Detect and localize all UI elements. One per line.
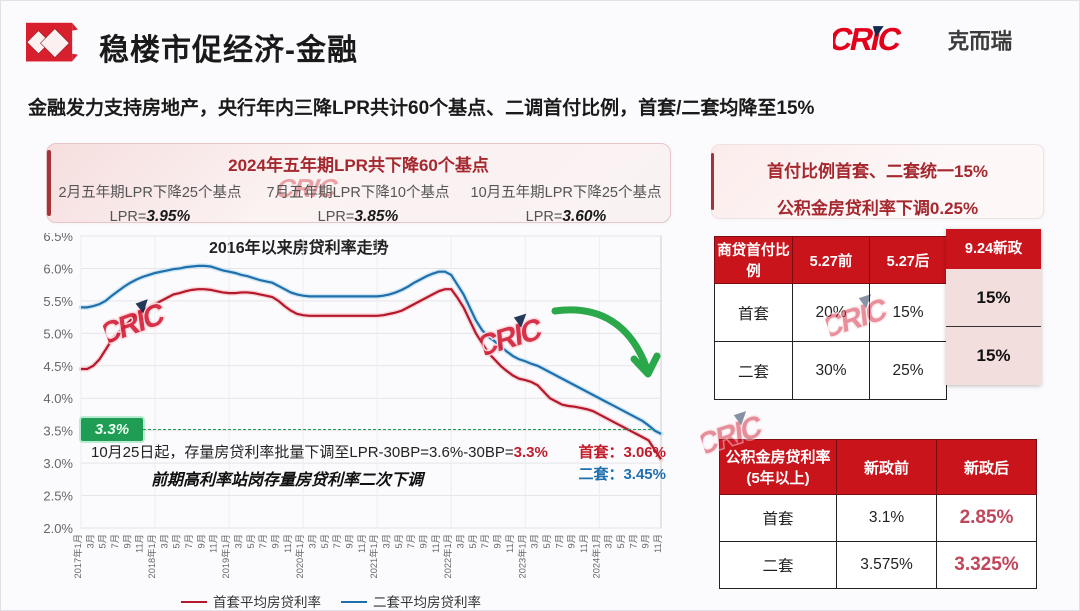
svg-text:3月: 3月 — [604, 534, 614, 548]
svg-text:3.5%: 3.5% — [43, 424, 73, 439]
svg-text:7月: 7月 — [184, 534, 194, 548]
svg-text:9月: 9月 — [270, 534, 280, 548]
svg-text:7月: 7月 — [554, 534, 564, 548]
svg-text:11月: 11月 — [283, 534, 293, 553]
svg-text:3月: 3月 — [85, 534, 95, 548]
svg-text:5月: 5月 — [98, 534, 108, 548]
svg-text:7月: 7月 — [258, 534, 268, 548]
svg-text:2.5%: 2.5% — [43, 489, 73, 504]
svg-text:CRIC: CRIC — [833, 21, 905, 57]
svg-text:5月: 5月 — [616, 534, 626, 548]
svg-text:2017年1月: 2017年1月 — [72, 534, 83, 578]
svg-text:3月: 3月 — [233, 534, 243, 548]
svg-text:克而瑞: 克而瑞 — [948, 29, 1013, 54]
svg-text:7月: 7月 — [110, 534, 120, 548]
svg-text:9月: 9月 — [567, 534, 577, 548]
svg-text:11月: 11月 — [579, 534, 589, 553]
svg-text:11月: 11月 — [135, 534, 145, 553]
svg-text:11月: 11月 — [357, 534, 367, 553]
svg-text:5月: 5月 — [172, 534, 182, 548]
svg-text:11月: 11月 — [505, 534, 515, 553]
svg-text:9月: 9月 — [419, 534, 429, 548]
svg-text:5.0%: 5.0% — [43, 326, 73, 341]
svg-text:9月: 9月 — [493, 534, 503, 548]
svg-text:7月: 7月 — [480, 534, 490, 548]
svg-text:7月: 7月 — [332, 534, 342, 548]
svg-text:9月: 9月 — [641, 534, 651, 548]
svg-text:5月: 5月 — [542, 534, 552, 548]
svg-text:2020年1月: 2020年1月 — [294, 534, 305, 578]
svg-text:2019年1月: 2019年1月 — [220, 534, 231, 578]
svg-text:2021年1月: 2021年1月 — [368, 534, 379, 578]
svg-text:11月: 11月 — [431, 534, 441, 553]
svg-text:3月: 3月 — [159, 534, 169, 548]
svg-text:9月: 9月 — [196, 534, 206, 548]
svg-text:2022年1月: 2022年1月 — [442, 534, 453, 578]
svg-text:9月: 9月 — [344, 534, 354, 548]
svg-text:3月: 3月 — [307, 534, 317, 548]
svg-text:7月: 7月 — [406, 534, 416, 548]
svg-text:3月: 3月 — [382, 534, 392, 548]
svg-text:5月: 5月 — [468, 534, 478, 548]
svg-text:2018年1月: 2018年1月 — [146, 534, 157, 578]
svg-text:6.5%: 6.5% — [43, 233, 73, 244]
svg-text:4.5%: 4.5% — [43, 359, 73, 374]
svg-text:9月: 9月 — [122, 534, 132, 548]
svg-text:7月: 7月 — [628, 534, 638, 548]
svg-text:11月: 11月 — [209, 534, 219, 553]
svg-text:5.5%: 5.5% — [43, 294, 73, 309]
svg-text:11月: 11月 — [653, 534, 663, 553]
svg-text:5月: 5月 — [246, 534, 256, 548]
svg-text:3月: 3月 — [456, 534, 466, 548]
svg-text:3月: 3月 — [530, 534, 540, 548]
svg-text:5月: 5月 — [320, 534, 330, 548]
svg-text:4.0%: 4.0% — [43, 391, 73, 406]
svg-text:5月: 5月 — [394, 534, 404, 548]
svg-text:6.0%: 6.0% — [43, 261, 73, 276]
svg-text:2024年1月: 2024年1月 — [590, 534, 601, 578]
svg-text:2.0%: 2.0% — [43, 521, 73, 536]
svg-text:2023年1月: 2023年1月 — [516, 534, 527, 578]
svg-text:3.0%: 3.0% — [43, 456, 73, 471]
